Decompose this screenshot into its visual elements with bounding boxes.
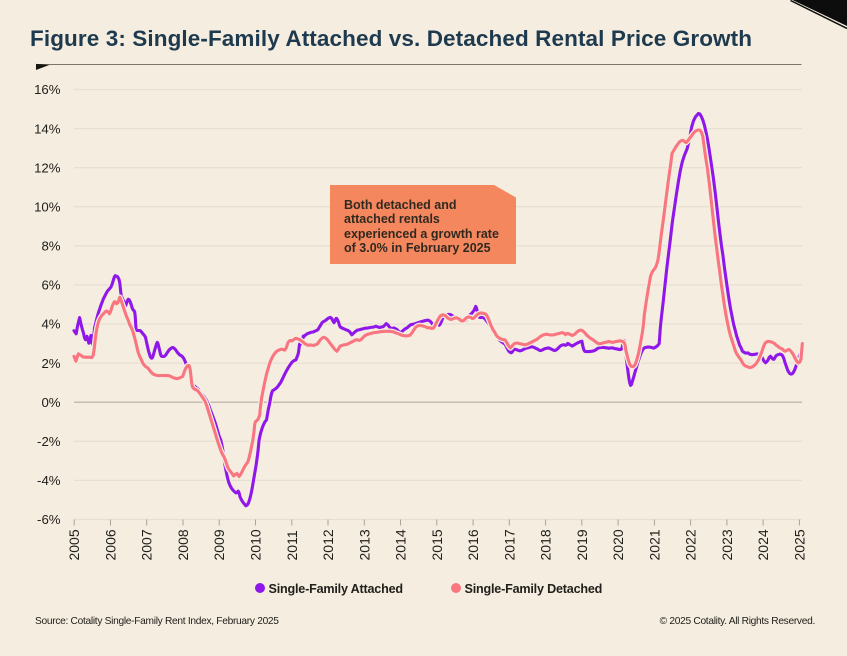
svg-text:-4%: -4% [37, 473, 61, 488]
svg-text:2025: 2025 [791, 529, 807, 560]
svg-text:2005: 2005 [66, 529, 82, 560]
svg-text:2008: 2008 [175, 529, 191, 560]
svg-text:2017: 2017 [501, 529, 517, 560]
svg-text:2023: 2023 [719, 529, 735, 560]
svg-text:2018: 2018 [538, 529, 554, 560]
svg-text:2016: 2016 [465, 529, 481, 560]
svg-text:2%: 2% [41, 356, 60, 371]
svg-text:0%: 0% [41, 395, 60, 410]
svg-text:2021: 2021 [646, 529, 662, 560]
svg-text:10%: 10% [34, 199, 61, 214]
svg-text:6%: 6% [41, 278, 60, 293]
svg-text:2013: 2013 [356, 529, 372, 560]
svg-text:2014: 2014 [393, 529, 409, 560]
svg-text:2011: 2011 [284, 530, 300, 560]
svg-text:2007: 2007 [139, 529, 155, 560]
svg-text:16%: 16% [34, 82, 61, 97]
svg-text:2012: 2012 [320, 529, 336, 560]
svg-text:2019: 2019 [574, 529, 590, 560]
svg-text:4%: 4% [41, 317, 60, 332]
svg-text:-2%: -2% [37, 434, 61, 449]
svg-text:2006: 2006 [103, 529, 119, 560]
svg-text:2015: 2015 [429, 529, 445, 560]
svg-text:-6%: -6% [37, 512, 61, 527]
svg-text:8%: 8% [41, 239, 60, 254]
svg-text:2009: 2009 [211, 529, 227, 560]
svg-text:2010: 2010 [248, 529, 264, 560]
svg-text:14%: 14% [34, 121, 61, 136]
svg-text:12%: 12% [34, 160, 61, 175]
svg-text:2020: 2020 [610, 529, 626, 560]
svg-text:2024: 2024 [755, 529, 771, 560]
svg-text:2022: 2022 [683, 529, 699, 560]
